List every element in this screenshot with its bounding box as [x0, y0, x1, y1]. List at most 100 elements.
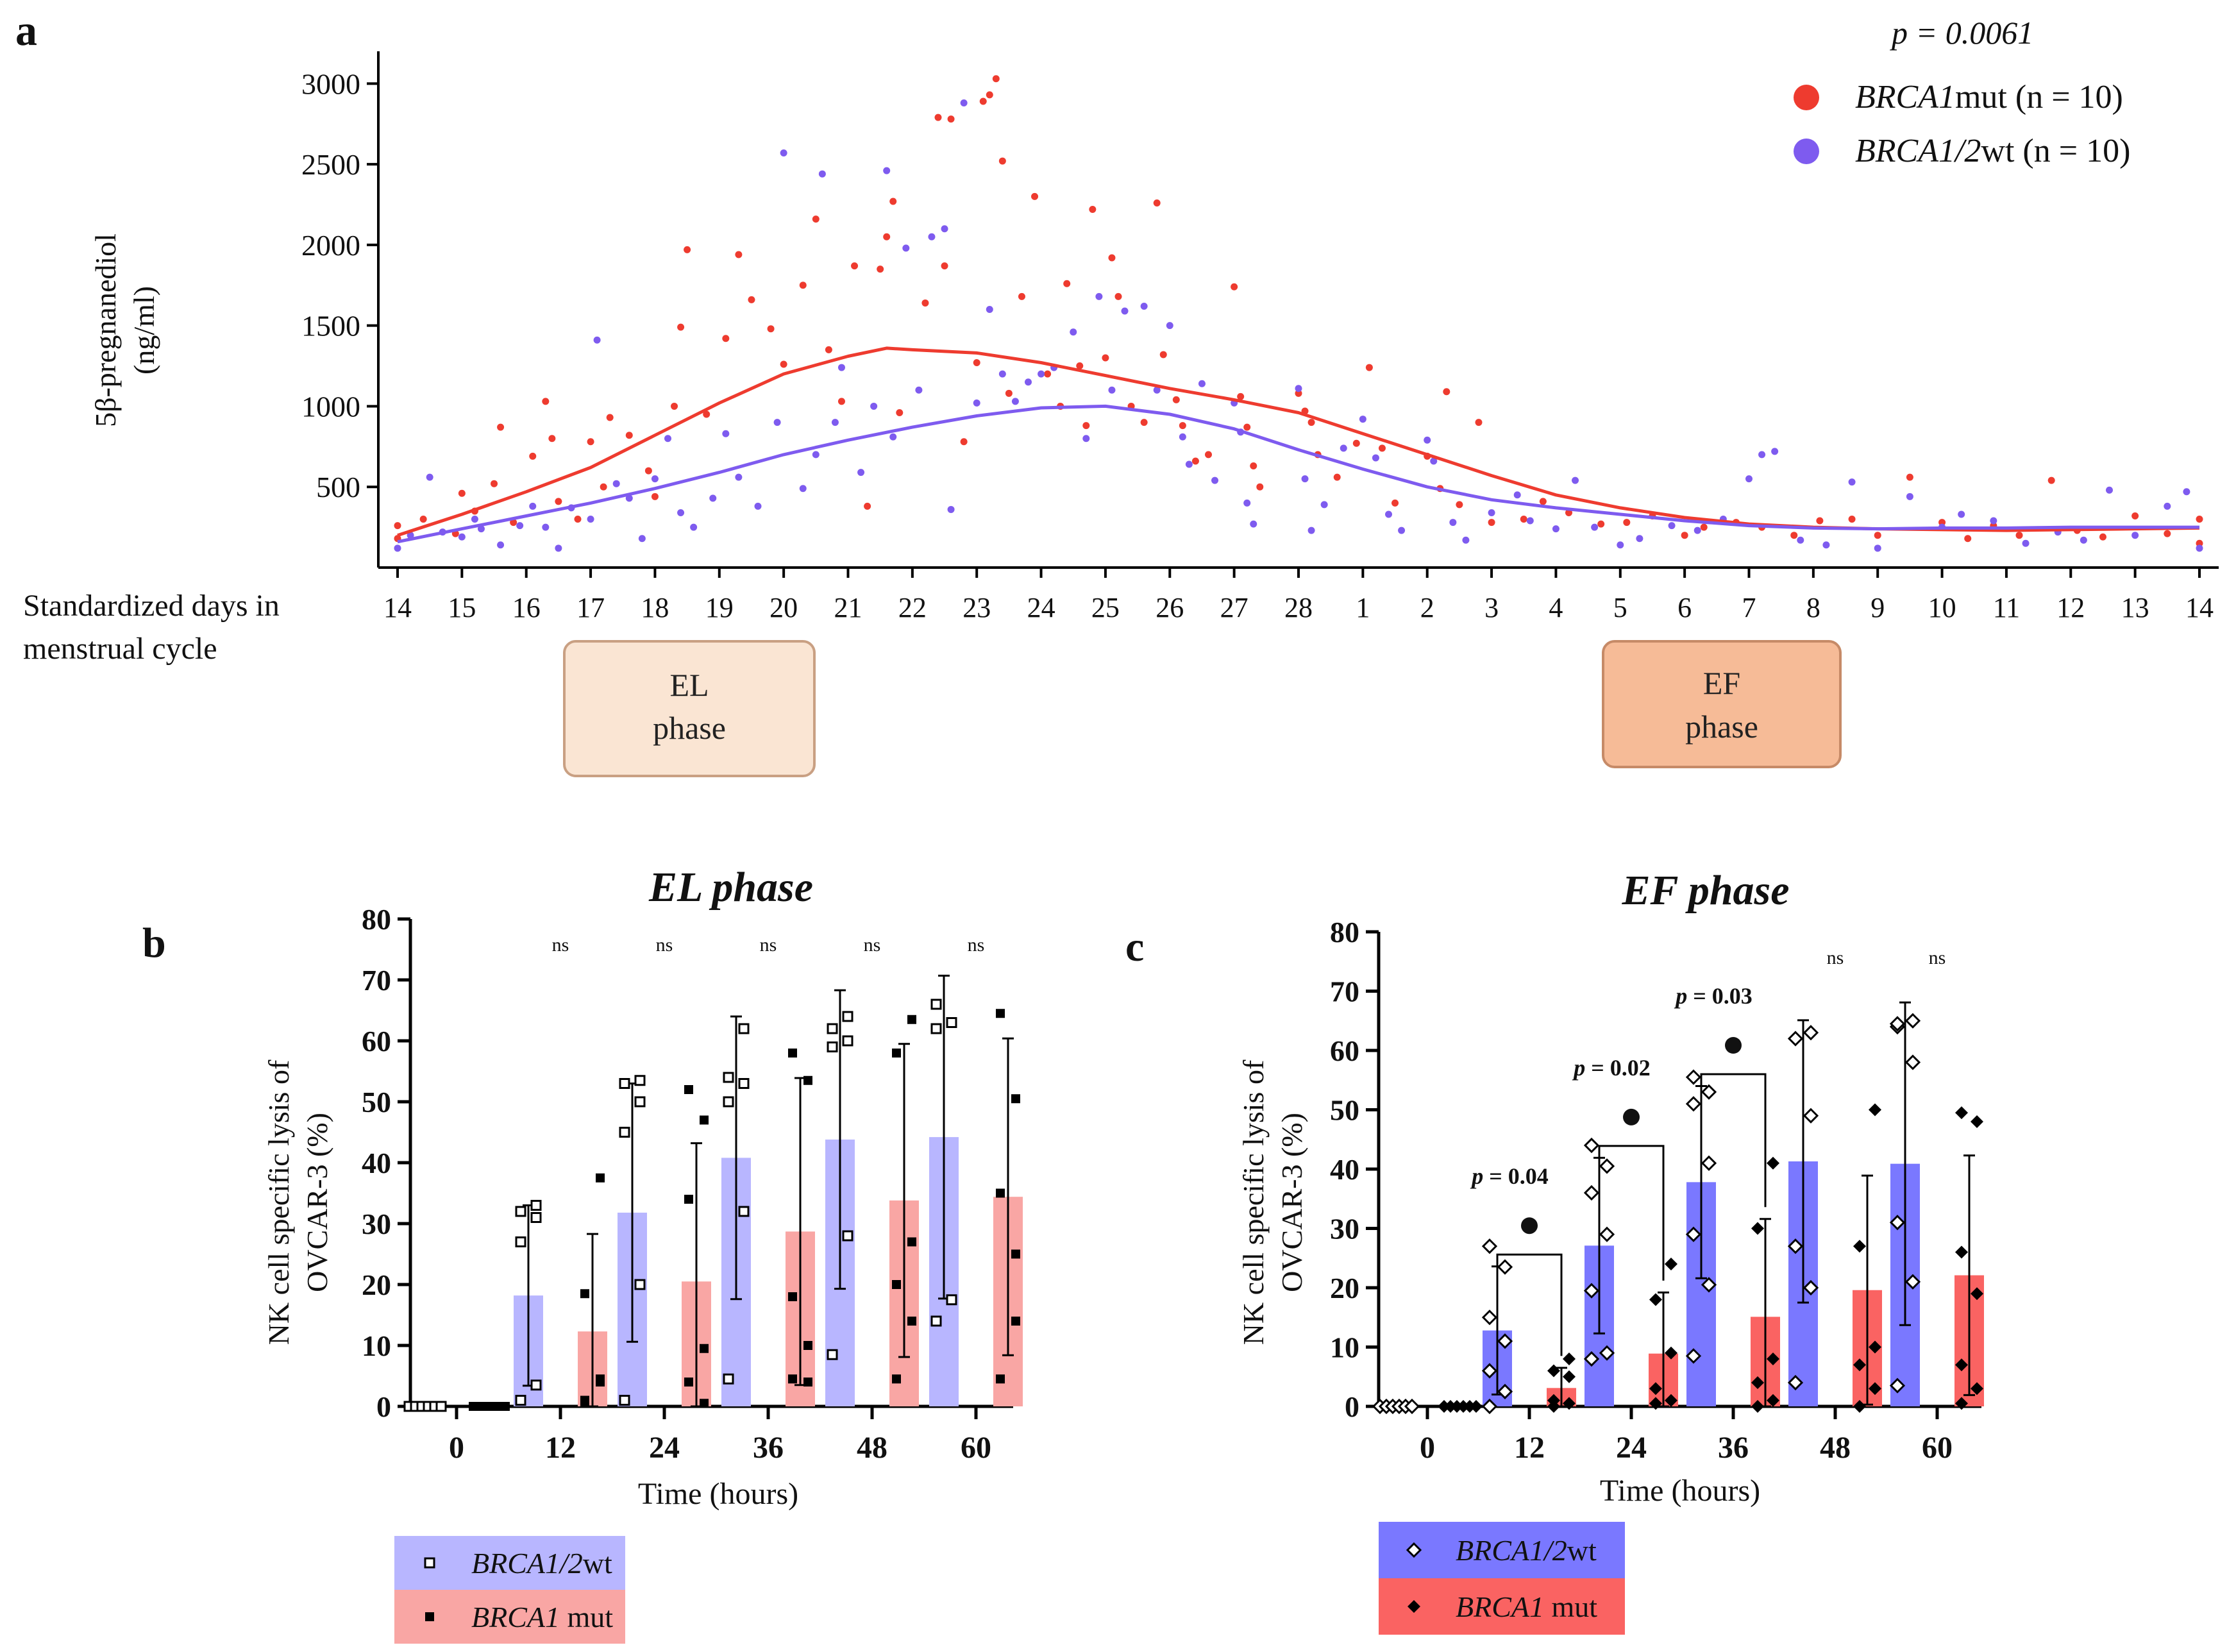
chart-c-point-series-0 [1787, 1238, 1804, 1254]
chart-a-point-series-1 [1153, 386, 1161, 394]
chart-b-point-series-0 [842, 1035, 853, 1047]
chart-a-point-series-0 [1391, 499, 1399, 507]
chart-c-point-series-1 [1853, 1358, 1866, 1372]
phase-box-ef-rect [1602, 640, 1842, 768]
chart-c-point-series-0 [1904, 1054, 1921, 1070]
chart-b-point-series-1 [684, 1085, 693, 1094]
chart-a-xtick-label-3: 17 [576, 592, 605, 623]
chart-c-significance-star [1623, 1108, 1640, 1125]
chart-a-point-series-0 [1153, 199, 1161, 206]
chart-c-point-series-0 [1685, 1348, 1702, 1364]
chart-b-point-series-0 [930, 999, 942, 1010]
chart-c-point-series-1 [1547, 1394, 1560, 1407]
chart-a-point-series-0 [684, 246, 691, 253]
chart-a-xlabel-line2: menstrual cycle [23, 632, 217, 666]
chart-a-point-series-0 [1179, 422, 1186, 430]
chart-a-point-series-0 [1333, 473, 1341, 481]
chart-a-xtick-label-19: 5 [1613, 592, 1627, 623]
phase-box-el-rect [563, 640, 816, 777]
chart-a-point-series-1 [1526, 517, 1534, 525]
chart-b-title: EL phase [648, 864, 813, 911]
chart-a-point-series-0 [1295, 389, 1302, 397]
chart-a-xtick-label-14: 28 [1284, 592, 1313, 623]
chart-a-point-series-0 [1378, 444, 1386, 452]
chart-c-significance-bracket [1700, 1073, 1767, 1208]
chart-b-point-series-1 [700, 1115, 709, 1125]
chart-a-point-series-0 [677, 323, 685, 331]
chart-c-point-series-1 [1665, 1394, 1677, 1407]
chart-a-xtick-label-6: 20 [769, 592, 798, 623]
chart-a-point-series-0 [883, 233, 891, 240]
chart-b-point-series-1 [803, 1341, 812, 1350]
chart-a-point-series-1 [1070, 328, 1077, 336]
chart-a-legend-label-0-plain: mut (n = 10) [1955, 79, 2123, 115]
chart-a-point-series-1 [1591, 523, 1599, 531]
chart-a-point-series-0 [1681, 532, 1688, 539]
chart-a-point-series-0 [548, 435, 556, 442]
chart-a-point-series-0 [998, 157, 1006, 165]
chart-a-legend: BRCA1mut (n = 10) BRCA1/2wt (n = 10) [1794, 79, 2130, 169]
chart-a-point-series-1 [883, 167, 891, 174]
chart-c-legend-label-0: BRCA1/2wt [1456, 1534, 1597, 1567]
chart-a-point-series-0 [2196, 516, 2203, 523]
chart-b-point-series-1 [996, 1188, 1005, 1198]
chart-b-point-series-1 [1011, 1094, 1020, 1104]
chart-a-xtick-label-15: 1 [1356, 592, 1370, 623]
chart-a-point-series-0 [1063, 280, 1071, 287]
chart-a-point-series-0 [1874, 532, 1881, 539]
chart-a-point-series-1 [1385, 510, 1392, 518]
chart-a-point-series-0 [1205, 451, 1212, 459]
chart-c-xtick-label-3: 36 [1718, 1431, 1749, 1465]
chart-a-point-series-0 [973, 359, 980, 367]
chart-b-ytick-label-5: 50 [362, 1086, 391, 1118]
chart-a-ytick-label-0: 500 [316, 471, 360, 503]
chart-a-point-series-1 [1025, 378, 1032, 386]
phase-box-el: EL phase [563, 640, 816, 777]
chart-a-point-series-1 [593, 336, 601, 344]
chart-c-point-series-1 [1563, 1397, 1576, 1410]
chart-a-point-series-0 [2015, 532, 2023, 539]
chart-b-point-series-0 [619, 1395, 630, 1406]
chart-c-ylabel-line2: OVCAR-3 (%) [1275, 1113, 1308, 1292]
chart-a-point-series-1 [1179, 433, 1186, 441]
chart-b-ytick-label-3: 30 [362, 1208, 391, 1240]
chart-c-point-series-0 [1803, 1025, 1819, 1041]
chart-b-point-series-1 [684, 1195, 693, 1204]
phase-box-ef-line2: phase [1685, 709, 1758, 745]
chart-a-legend-label-1: BRCA1/2wt (n = 10) [1855, 133, 2130, 169]
chart-a-point-series-1 [542, 523, 550, 531]
chart-a-point-series-0 [497, 423, 505, 431]
chart-a-ytick-label-3: 2000 [301, 229, 360, 262]
chart-a-point-series-0 [1256, 483, 1264, 491]
chart-a-point-series-1 [915, 386, 923, 394]
chart-a-point-series-1 [1513, 491, 1521, 499]
chart-a-point-series-1 [1797, 536, 1804, 544]
chart-b-point-series-1 [684, 1378, 693, 1386]
chart-b-point-series-1 [700, 1344, 709, 1353]
chart-a-point-series-0 [542, 398, 550, 405]
chart-c-legend-marker-1 [1408, 1600, 1420, 1613]
chart-c-point-series-0 [1583, 1283, 1600, 1299]
chart-a-point-series-1 [587, 516, 594, 523]
phase-box-ef: EF phase [1602, 640, 1842, 768]
chart-a-point-series-0 [1700, 523, 1708, 531]
phase-box-ef-line1: EF [1703, 665, 1740, 701]
chart-c-point-series-0 [1803, 1279, 1819, 1296]
chart-b-annotation-3: ns [760, 934, 777, 956]
chart-b-point-series-1 [803, 1378, 812, 1386]
chart-a-point-series-1 [1958, 510, 1965, 518]
chart-c-point-series-1 [1971, 1287, 1983, 1301]
chart-b-legend-label-1-plain: mut [560, 1601, 613, 1633]
chart-c-significance-label-2: p = 0.03 [1674, 983, 1753, 1009]
chart-a-point-series-1 [1668, 522, 1676, 530]
chart-c-xtick-label-4: 48 [1820, 1431, 1851, 1465]
chart-c-point-series-0 [1497, 1333, 1513, 1349]
chart-c-ytick-label-8: 80 [1330, 916, 1359, 948]
chart-a-point-series-0 [1044, 370, 1052, 378]
chart-a-point-series-0 [1848, 516, 1856, 523]
chart-b-ytick-label-0: 0 [376, 1390, 391, 1423]
chart-a-point-series-1 [1295, 385, 1302, 392]
chart-a-xtick-label-9: 23 [962, 592, 991, 623]
chart-a-point-series-0 [644, 467, 652, 475]
chart-b-legend-marker-1 [425, 1612, 434, 1621]
